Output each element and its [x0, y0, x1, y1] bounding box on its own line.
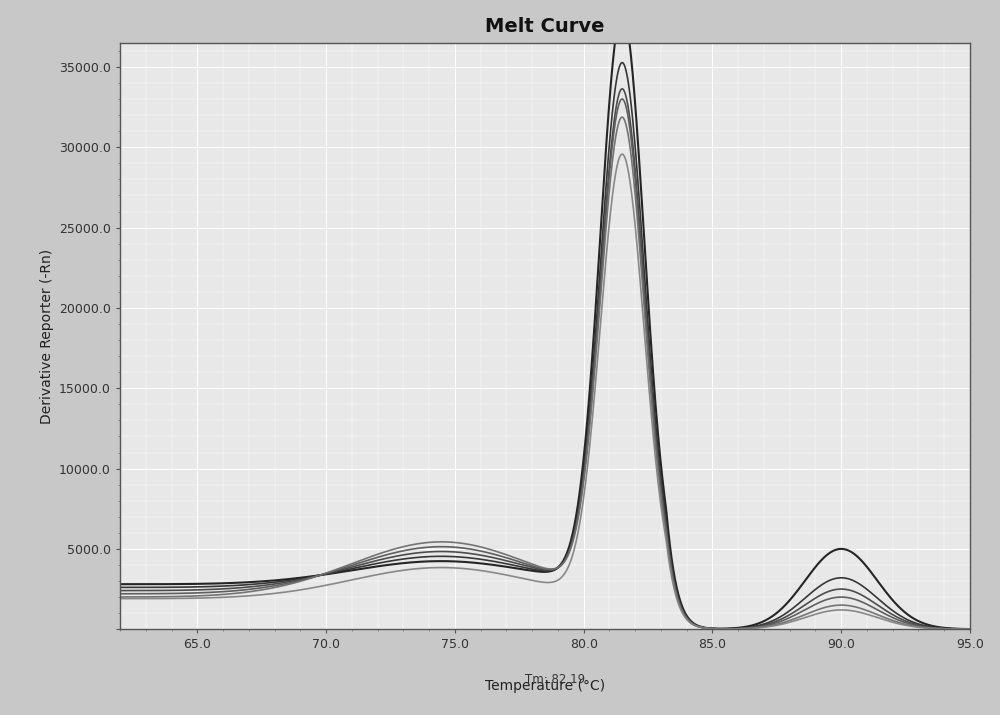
Title: Melt Curve: Melt Curve — [485, 16, 605, 36]
Text: Tm: 82.19: Tm: 82.19 — [525, 673, 585, 686]
X-axis label: Temperature (°C): Temperature (°C) — [485, 679, 605, 693]
Y-axis label: Derivative Reporter (-Rn): Derivative Reporter (-Rn) — [40, 249, 54, 423]
